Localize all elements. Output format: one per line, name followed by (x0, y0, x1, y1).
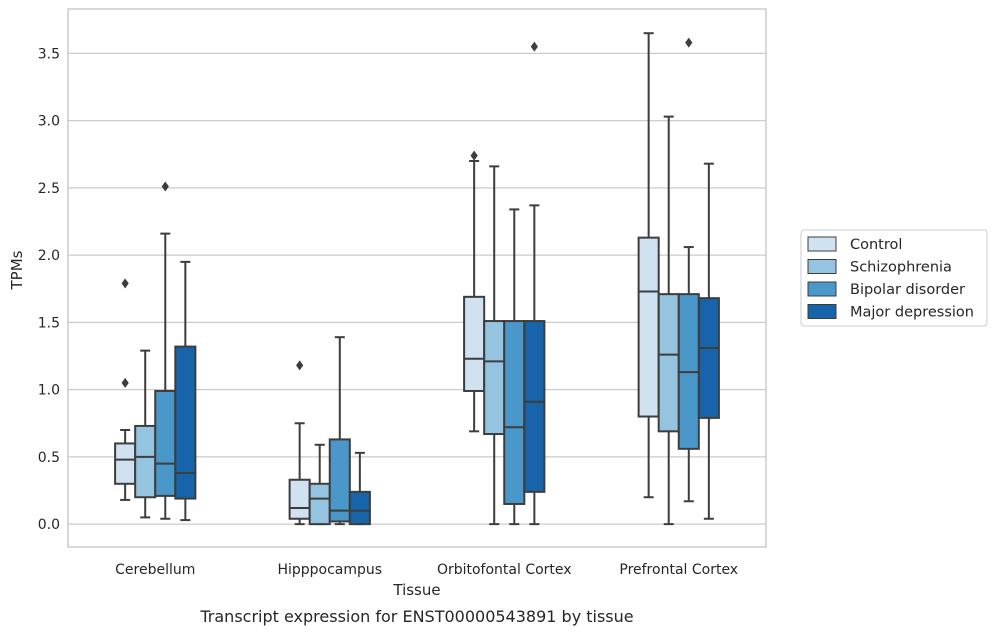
y-tick-label: 2.0 (38, 248, 60, 264)
y-tick-label: 2.5 (38, 181, 60, 197)
y-tick-label: 1.5 (38, 315, 60, 331)
box-group (174, 260, 197, 522)
box (348, 490, 371, 526)
y-tick-label: 3.0 (38, 114, 60, 130)
box-group (154, 181, 177, 520)
legend-swatch (807, 259, 837, 274)
box-group (677, 37, 700, 503)
legend-swatch (807, 304, 837, 319)
legend-label: Control (850, 237, 902, 253)
y-tick-label: 1.0 (38, 383, 60, 399)
y-axis-tick-labels: 0.0 0.5 1.0 1.5 2.0 2.5 3.0 3.5 (38, 46, 60, 533)
box (463, 295, 486, 392)
box (154, 389, 177, 497)
legend-swatch (807, 281, 837, 297)
box-group (114, 278, 137, 501)
x-axis-title: Tissue (392, 581, 440, 599)
outlier-point (161, 181, 169, 192)
legend-label: Schizophrenia (850, 260, 952, 276)
y-tick-label: 3.5 (38, 46, 60, 62)
x-tick-label: Hipppocampus (277, 562, 382, 578)
box-group (134, 349, 157, 519)
box-group (463, 150, 486, 433)
box (328, 438, 351, 523)
outlier-point (296, 360, 304, 371)
box (134, 424, 157, 499)
outlier-point (470, 150, 478, 161)
legend-frame (800, 229, 988, 327)
x-tick-label: Cerebellum (115, 562, 195, 578)
box (308, 482, 331, 526)
box-group (328, 336, 351, 526)
y-axis-title: TPMs (8, 250, 26, 290)
plot-frame (67, 8, 767, 548)
outlier-point (121, 278, 129, 289)
outlier-point (121, 377, 129, 388)
box-group (483, 165, 506, 526)
box (174, 345, 197, 500)
outlier-point (530, 41, 538, 52)
box-group (697, 162, 720, 520)
y-tick-label: 0.0 (38, 517, 60, 533)
box (483, 320, 506, 436)
box (697, 297, 720, 419)
legend-label: Bipolar disorder (850, 282, 965, 298)
x-tick-label: Orbitofontal Cortex (437, 562, 572, 578)
box-group (348, 451, 371, 526)
box (657, 293, 680, 433)
outlier-point (685, 37, 693, 48)
legend: Control Schizophrenia Bipolar disorder Majo… (800, 229, 988, 327)
box (523, 320, 546, 493)
figure-caption: Transcript expression for ENST0000054389… (199, 607, 633, 626)
x-tick-label: Prefrontal Cortex (619, 562, 738, 578)
box-group (657, 115, 680, 526)
box-group (523, 41, 546, 526)
box (288, 478, 311, 520)
box-group (503, 208, 526, 526)
x-axis-tick-labels: Cerebellum Hipppocampus Orbitofontal Corte… (115, 562, 738, 578)
box (637, 236, 660, 418)
y-tick-label: 0.5 (38, 450, 60, 466)
box-plot-area (114, 32, 720, 526)
legend-swatch (807, 236, 837, 252)
box-group (637, 32, 660, 499)
legend-label: Major depression (850, 305, 974, 321)
box (114, 442, 137, 485)
box (503, 320, 526, 505)
box-group (288, 360, 311, 526)
